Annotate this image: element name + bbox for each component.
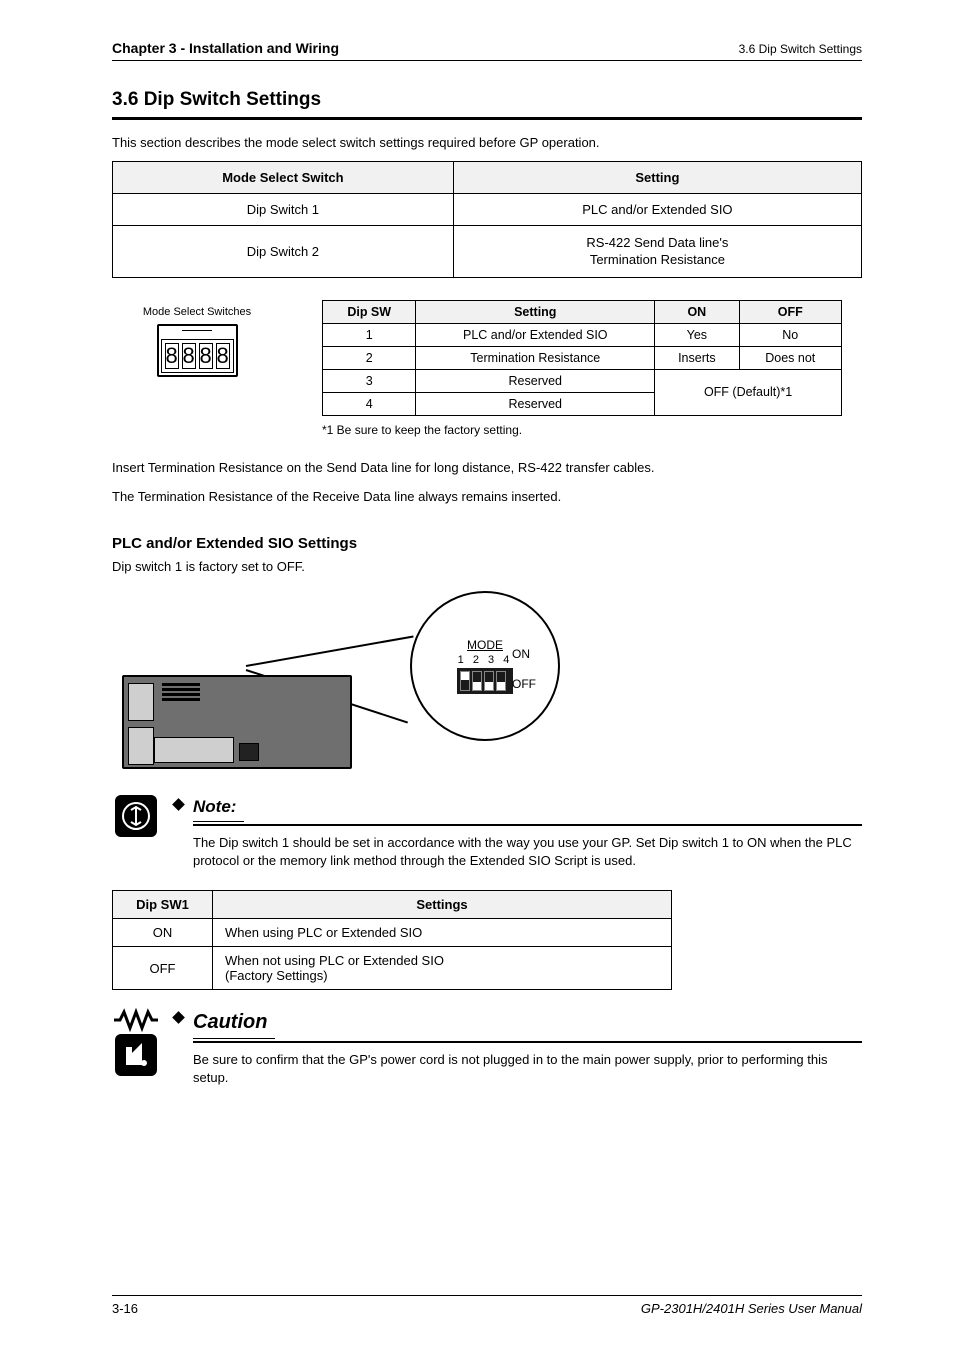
dip-sw1-table: Dip SW1 Settings ON When using PLC or Ex… (112, 890, 672, 990)
tbl1-c: RS-422 Send Data line'sTermination Resis… (453, 225, 861, 277)
table-row: Dip Switch 2 RS-422 Send Data line'sTerm… (113, 225, 862, 277)
table-row: 1 PLC and/or Extended SIO Yes No (323, 323, 842, 346)
tbl1-c: Dip Switch 2 (113, 225, 454, 277)
tbl2-c: 1 (323, 323, 416, 346)
table-row: OFF When not using PLC or Extended SIO(F… (113, 947, 672, 990)
resistor-icon (112, 1008, 160, 1032)
sentence-2: The Termination Resistance of the Receiv… (112, 488, 862, 507)
off-label: OFF (512, 677, 536, 691)
page: Chapter 3 - Installation and Wiring 3.6 … (0, 0, 954, 1147)
caution-callout: Caution Be sure to confirm that the GP's… (112, 1008, 862, 1087)
unit-diagram: MODE 1 2 3 4 ON OFF (112, 585, 552, 785)
dip-numbers: 1 2 3 4 (458, 654, 513, 666)
table-row: ON When using PLC or Extended SIO (113, 919, 672, 947)
tbl3-c: ON (113, 919, 213, 947)
intro-text: This section describes the mode select s… (112, 134, 862, 153)
mode-select-table: Mode Select Switch Setting Dip Switch 1 … (112, 161, 862, 278)
tbl3-c: When using PLC or Extended SIO (213, 919, 672, 947)
diamond-icon (172, 1011, 185, 1024)
dip-figure: Mode Select Switches 8888 (112, 300, 282, 377)
tbl2-c: Does not (739, 346, 841, 369)
note-icon (112, 795, 160, 870)
tbl1-h2: Setting (453, 161, 861, 193)
tbl2-c: Termination Resistance (416, 346, 655, 369)
header: Chapter 3 - Installation and Wiring 3.6 … (112, 40, 862, 61)
tbl3-h: Dip SW1 (113, 891, 213, 919)
tbl2-c: 2 (323, 346, 416, 369)
subsection-heading: PLC and/or Extended SIO Settings (112, 535, 862, 552)
tbl2-c: No (739, 323, 841, 346)
tbl1-c: PLC and/or Extended SIO (453, 193, 861, 225)
dip-row: Mode Select Switches 8888 Dip SW Setting… (112, 300, 862, 416)
tbl2-h: OFF (739, 300, 841, 323)
magnifier-icon: MODE 1 2 3 4 (410, 591, 560, 741)
on-label: ON (512, 647, 530, 661)
tbl2-footnote: *1 Be sure to keep the factory setting. (322, 422, 862, 439)
table-row: Dip Switch 1 PLC and/or Extended SIO (113, 193, 862, 225)
table-row: 3 Reserved OFF (Default)*1 (323, 369, 842, 392)
tbl2-c: Yes (655, 323, 739, 346)
section-rule (112, 117, 862, 120)
subsection-intro: Dip switch 1 is factory set to OFF. (112, 558, 862, 577)
caution-icon (112, 1008, 160, 1087)
tbl2-h: ON (655, 300, 739, 323)
dip-settings-table: Dip SW Setting ON OFF 1 PLC and/or Exten… (322, 300, 842, 416)
tbl1-h1: Mode Select Switch (113, 161, 454, 193)
sentence-1: Insert Termination Resistance on the Sen… (112, 459, 862, 478)
table-row: Dip SW1 Settings (113, 891, 672, 919)
header-section: 3.6 Dip Switch Settings (739, 42, 862, 56)
tbl3-c: OFF (113, 947, 213, 990)
caution-text: Be sure to confirm that the GP's power c… (193, 1052, 828, 1085)
note-text: The Dip switch 1 should be set in accord… (193, 835, 852, 868)
mode-label: MODE (467, 638, 503, 652)
section-heading: 3.6 Dip Switch Settings (112, 89, 862, 111)
note-title: Note: (193, 795, 244, 822)
caution-rule (193, 1041, 862, 1043)
tbl2-c: Reserved (416, 392, 655, 415)
note-body: Note: The Dip switch 1 should be set in … (174, 795, 862, 870)
tbl2-c: Reserved (416, 369, 655, 392)
diamond-icon (172, 798, 185, 811)
table-row: 2 Termination Resistance Inserts Does no… (323, 346, 842, 369)
table-row: Mode Select Switch Setting (113, 161, 862, 193)
page-number: 3-16 (112, 1301, 138, 1316)
tbl3-c: When not using PLC or Extended SIO(Facto… (213, 947, 672, 990)
tbl2-c: Inserts (655, 346, 739, 369)
tbl2-c: 4 (323, 392, 416, 415)
tbl2-note: OFF (Default)*1 (655, 369, 842, 415)
note-callout: Note: The Dip switch 1 should be set in … (112, 795, 862, 870)
note-rule (193, 824, 862, 826)
caution-title: Caution (193, 1008, 275, 1039)
footer-rule (112, 1295, 862, 1296)
dip-caption: Mode Select Switches (112, 306, 282, 318)
dip-switch-box-icon (457, 668, 513, 694)
device-body-icon (122, 675, 352, 769)
tbl2-c: 3 (323, 369, 416, 392)
tbl2-h: Dip SW (323, 300, 416, 323)
tbl3-h: Settings (213, 891, 672, 919)
caution-body: Caution Be sure to confirm that the GP's… (174, 1008, 862, 1087)
header-chapter: Chapter 3 - Installation and Wiring (112, 40, 339, 56)
tbl1-c: Dip Switch 1 (113, 193, 454, 225)
tbl2-c: PLC and/or Extended SIO (416, 323, 655, 346)
dip-switch-icon: 8888 (157, 324, 238, 377)
footer-title: GP-2301H/2401H Series User Manual (641, 1301, 862, 1316)
tbl2-h: Setting (416, 300, 655, 323)
table-row: Dip SW Setting ON OFF (323, 300, 842, 323)
